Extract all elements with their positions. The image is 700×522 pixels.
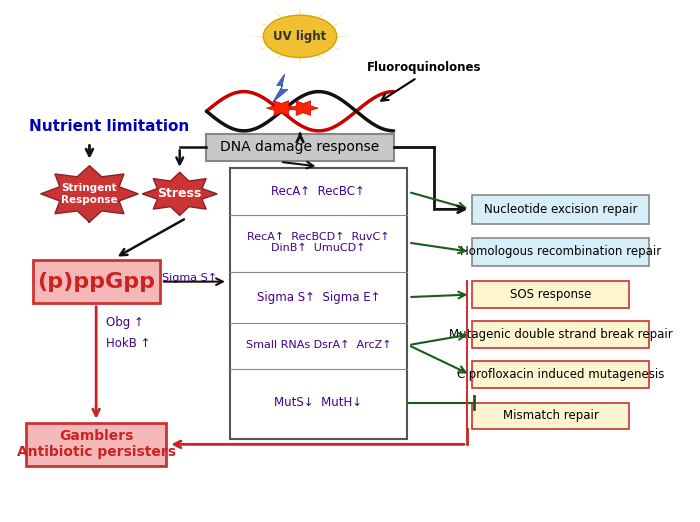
Text: Stringent
Response: Stringent Response [61, 183, 118, 205]
Text: DNA damage response: DNA damage response [220, 140, 379, 155]
Text: Gamblers
Antibiotic persisters: Gamblers Antibiotic persisters [17, 429, 176, 459]
Text: RecA↑  RecBCD↑  RuvC↑
DinB↑  UmuCD↑: RecA↑ RecBCD↑ RuvC↑ DinB↑ UmuCD↑ [247, 232, 390, 253]
Polygon shape [288, 101, 318, 115]
Polygon shape [272, 74, 288, 102]
Polygon shape [333, 22, 344, 26]
FancyBboxPatch shape [473, 402, 629, 430]
Polygon shape [267, 101, 296, 115]
Text: (p)ppGpp: (p)ppGpp [37, 271, 155, 292]
FancyBboxPatch shape [33, 260, 160, 303]
Polygon shape [256, 22, 267, 26]
Polygon shape [41, 166, 139, 222]
Text: Fluoroquinolones: Fluoroquinolones [367, 61, 481, 74]
FancyBboxPatch shape [473, 238, 650, 266]
Polygon shape [274, 55, 281, 62]
Text: Stress: Stress [158, 187, 202, 200]
Text: Homologous recombination repair: Homologous recombination repair [460, 245, 662, 258]
Polygon shape [142, 172, 217, 216]
Text: SOS response: SOS response [510, 288, 592, 301]
FancyBboxPatch shape [473, 195, 650, 223]
Ellipse shape [263, 15, 337, 57]
Text: Obg ↑
HokB ↑: Obg ↑ HokB ↑ [106, 316, 150, 350]
Text: RecA↑  RecBC↑: RecA↑ RecBC↑ [272, 185, 365, 198]
Text: Nucleotide excision repair: Nucleotide excision repair [484, 203, 638, 216]
Text: Nutrient limitation: Nutrient limitation [29, 119, 190, 134]
Text: Mismatch repair: Mismatch repair [503, 409, 598, 422]
Text: Small RNAs DsrA↑  ArcZ↑: Small RNAs DsrA↑ ArcZ↑ [246, 340, 391, 350]
Text: MutS↓  MutH↓: MutS↓ MutH↓ [274, 396, 363, 409]
Polygon shape [319, 11, 326, 17]
Polygon shape [333, 48, 344, 51]
FancyBboxPatch shape [26, 423, 167, 466]
Text: Ciprofloxacin induced mutagenesis: Ciprofloxacin induced mutagenesis [457, 368, 664, 381]
FancyBboxPatch shape [206, 134, 393, 161]
Text: UV light: UV light [274, 30, 327, 43]
FancyBboxPatch shape [473, 361, 650, 388]
FancyBboxPatch shape [473, 281, 629, 308]
Text: Mutagenic double strand break repair: Mutagenic double strand break repair [449, 328, 673, 341]
Text: Sigma S↑: Sigma S↑ [162, 272, 217, 282]
Polygon shape [319, 55, 326, 62]
Polygon shape [274, 11, 281, 17]
FancyBboxPatch shape [230, 168, 407, 439]
Text: Sigma S↑  Sigma E↑: Sigma S↑ Sigma E↑ [257, 291, 380, 304]
Polygon shape [256, 48, 267, 51]
FancyBboxPatch shape [473, 321, 650, 348]
